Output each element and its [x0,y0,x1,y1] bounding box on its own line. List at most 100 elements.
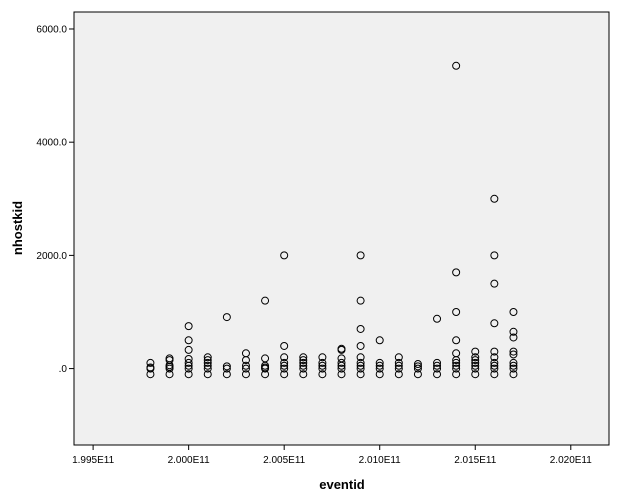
x-tick-label: 2.005E11 [263,455,306,466]
data-point [394,364,403,373]
data-point [509,333,518,342]
data-point [509,370,518,379]
data-point [509,307,518,316]
data-point [490,194,499,203]
data-point [433,361,442,370]
data-point [203,358,212,367]
data-point [280,341,289,350]
data-point [509,347,518,356]
data-point [433,358,442,367]
data-point [490,353,499,362]
data-point [222,370,231,379]
data-point [299,356,308,365]
data-point [375,361,384,370]
data-point [184,354,193,363]
data-point [509,327,518,336]
data-point [394,370,403,379]
data-point [433,314,442,323]
data-point [318,370,327,379]
x-tick-label: 1.995E11 [72,455,115,466]
data-point [490,364,499,373]
data-point [280,364,289,373]
data-point [452,349,461,358]
data-point [337,354,346,363]
data-point [203,356,212,365]
data-point [222,362,231,371]
data-point [241,364,250,373]
y-tick-label: .0 [59,364,68,375]
data-point [337,358,346,367]
data-point [452,361,461,370]
data-point [356,341,365,350]
data-point [203,361,212,370]
y-axis-title: nhostkid [10,201,25,255]
data-point [356,296,365,305]
data-point [509,358,518,367]
data-points [146,61,518,379]
data-point [433,364,442,373]
data-point [241,370,250,379]
y-tick-label: 6000.0 [36,24,67,35]
data-point [375,358,384,367]
data-point [337,364,346,373]
data-point [452,358,461,367]
data-point [222,313,231,322]
data-point [318,361,327,370]
data-point [394,361,403,370]
data-point [356,361,365,370]
data-point [280,361,289,370]
data-point [337,344,346,353]
data-point [452,307,461,316]
data-point [394,358,403,367]
data-point [165,354,174,363]
data-point [146,363,155,372]
y-tick-label: 2000.0 [36,251,67,262]
data-point [471,353,480,362]
data-point [375,336,384,345]
data-point [356,364,365,373]
data-point [356,370,365,379]
data-point [471,370,480,379]
data-point [490,347,499,356]
y-axis: .0 2000.0 4000.0 6000.0 [36,24,74,375]
data-point [471,347,480,356]
data-point [203,364,212,373]
data-point [184,336,193,345]
data-point [413,360,422,369]
data-point [509,361,518,370]
data-point [471,356,480,365]
data-point [356,251,365,260]
data-point [184,358,193,367]
data-point [261,354,270,363]
data-point [375,370,384,379]
x-tick-label: 2.015E11 [454,455,497,466]
data-point [413,370,422,379]
data-point [490,279,499,288]
data-point [490,361,499,370]
data-point [184,370,193,379]
data-point [203,370,212,379]
data-point [280,358,289,367]
data-point [280,251,289,260]
data-point [299,364,308,373]
data-point [490,319,499,328]
data-point [280,353,289,362]
data-point [184,345,193,354]
data-point [203,353,212,362]
data-point [509,364,518,373]
data-point [222,364,231,373]
data-point [471,364,480,373]
x-axis: 1.995E11 2.000E11 2.005E11 2.010E11 2.015E11… [72,445,592,466]
data-point [356,353,365,362]
data-point [184,322,193,331]
data-point [299,361,308,370]
data-point [241,361,250,370]
plot-area [73,11,610,446]
x-tick-label: 2.010E11 [359,455,402,466]
data-point [261,296,270,305]
data-point [299,353,308,362]
data-point [375,364,384,373]
data-point [490,370,499,379]
data-point [299,358,308,367]
